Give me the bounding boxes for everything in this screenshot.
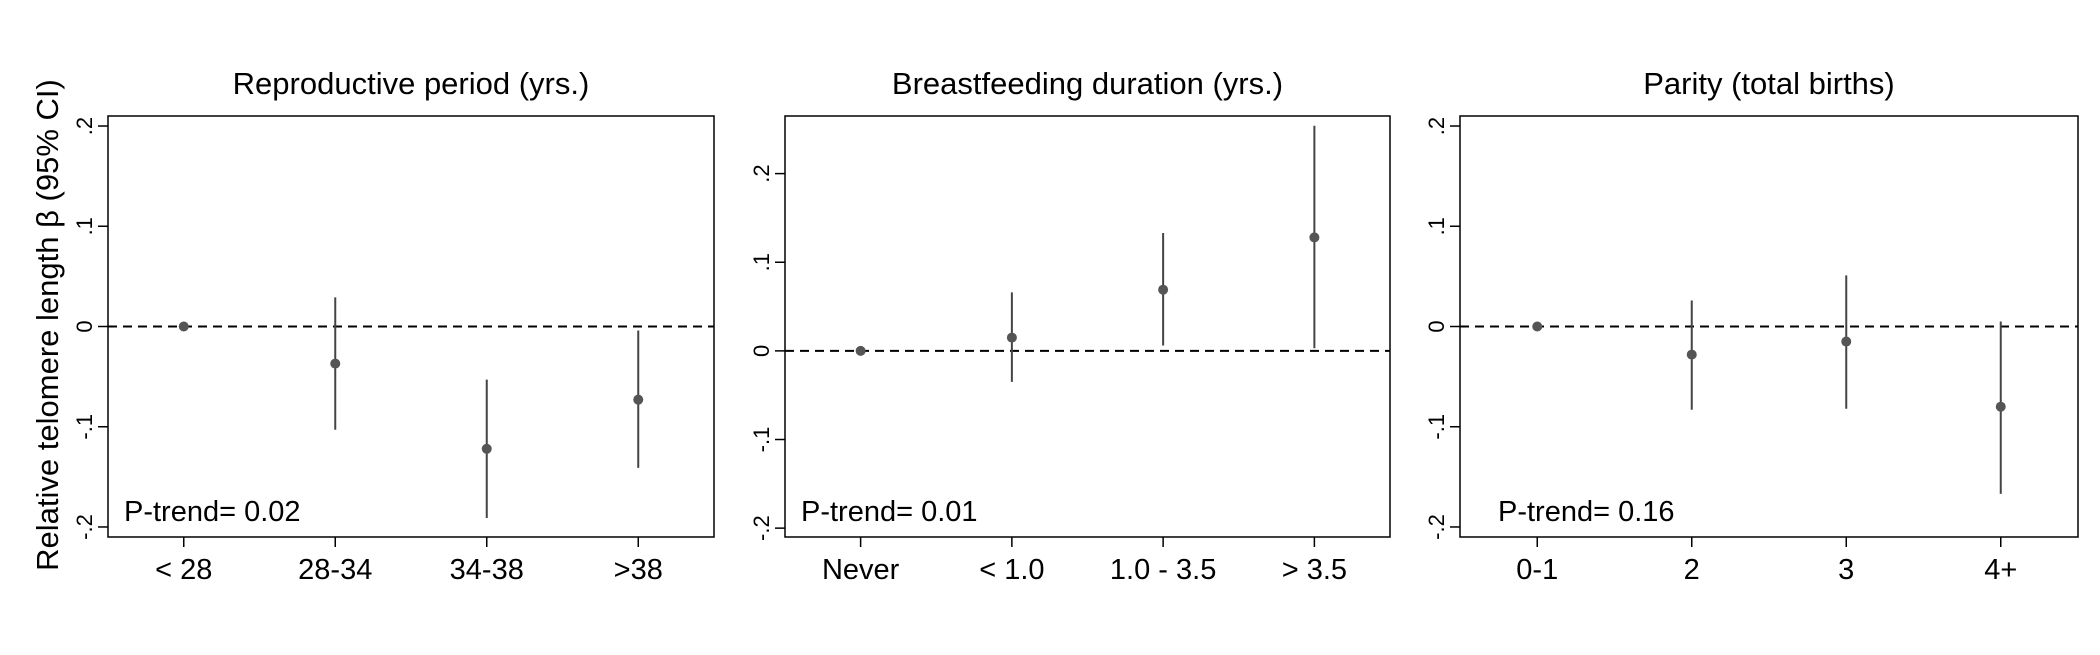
point-estimate	[633, 394, 644, 405]
y-tick-label: -.2	[749, 515, 774, 541]
x-tick-label: >38	[614, 554, 663, 586]
x-tick-label: Never	[822, 554, 900, 586]
p-trend-annotation: P-trend= 0.02	[124, 496, 301, 528]
x-tick-label: < 28	[155, 554, 212, 586]
p-trend-annotation: P-trend= 0.01	[801, 496, 978, 528]
point-estimate	[855, 345, 866, 356]
x-tick-label: 1.0 - 3.5	[1110, 554, 1216, 586]
x-tick-label: 2	[1684, 554, 1700, 586]
panel-title: Breastfeeding duration (yrs.)	[891, 66, 1284, 101]
y-tick-label: .2	[72, 117, 97, 135]
x-tick-label: 34-38	[450, 554, 524, 586]
y-tick-label: 0	[72, 320, 97, 332]
panel-reproductive-period: Reproductive period (yrs.) -.2 -.1 0 .1 .2 < …	[72, 0, 715, 655]
x-tick-label: < 1.0	[979, 554, 1044, 586]
y-tick-label: .2	[1424, 117, 1449, 135]
y-axis-label: Relative telomere length β (95% CI)	[30, 79, 65, 571]
point-estimate	[1841, 336, 1852, 347]
point-estimate	[1686, 349, 1697, 360]
x-tick-label: > 3.5	[1282, 554, 1347, 586]
y-tick-label: -.2	[72, 514, 97, 540]
point-estimate	[330, 358, 341, 369]
point-estimate	[1995, 401, 2006, 412]
x-tick-label: 28-34	[298, 554, 372, 586]
y-tick-label: .1	[749, 253, 774, 271]
panel-plot: -.2 -.1 0 .1 .2 0-1 2 3 4+	[1424, 115, 2079, 586]
y-tick-label: -.1	[72, 414, 97, 440]
point-estimate	[481, 443, 492, 454]
panel-title: Reproductive period (yrs.)	[232, 66, 590, 101]
y-tick-label: -.1	[1424, 414, 1449, 440]
y-tick-label: .2	[749, 164, 774, 182]
y-tick-label: -.2	[1424, 514, 1449, 540]
point-estimate	[1532, 321, 1543, 332]
y-tick-label: 0	[749, 345, 774, 357]
point-estimate	[1158, 284, 1169, 295]
panel-parity: Parity (total births) -.2 -.1 0 .1 .2 0-1 2 3 4+…	[1424, 0, 2079, 655]
p-trend-annotation: P-trend= 0.16	[1498, 496, 1675, 528]
panel-plot: -.2 -.1 0 .1 .2 < 28 28-34 34-38 >38	[72, 115, 715, 586]
point-estimate	[178, 321, 189, 332]
y-tick-label: .1	[72, 217, 97, 235]
point-estimate	[1006, 332, 1017, 343]
y-tick-label: 0	[1424, 320, 1449, 332]
panel-breastfeeding-duration: Breastfeeding duration (yrs.) -.2 -.1 0 .1.…	[749, 0, 1391, 655]
point-estimate	[1309, 232, 1320, 243]
x-tick-label: 3	[1838, 554, 1854, 586]
y-tick-label: -.1	[749, 427, 774, 453]
x-tick-label: 4+	[1984, 554, 2017, 586]
y-tick-label: .1	[1424, 217, 1449, 235]
panel-plot: -.2 -.1 0 .1 .2 Never < 1.0 1.0 - 3.5 > 3.5	[749, 115, 1391, 586]
panel-title: Parity (total births)	[1643, 66, 1895, 101]
x-tick-label: 0-1	[1516, 554, 1558, 586]
plot-frame	[784, 115, 1391, 538]
